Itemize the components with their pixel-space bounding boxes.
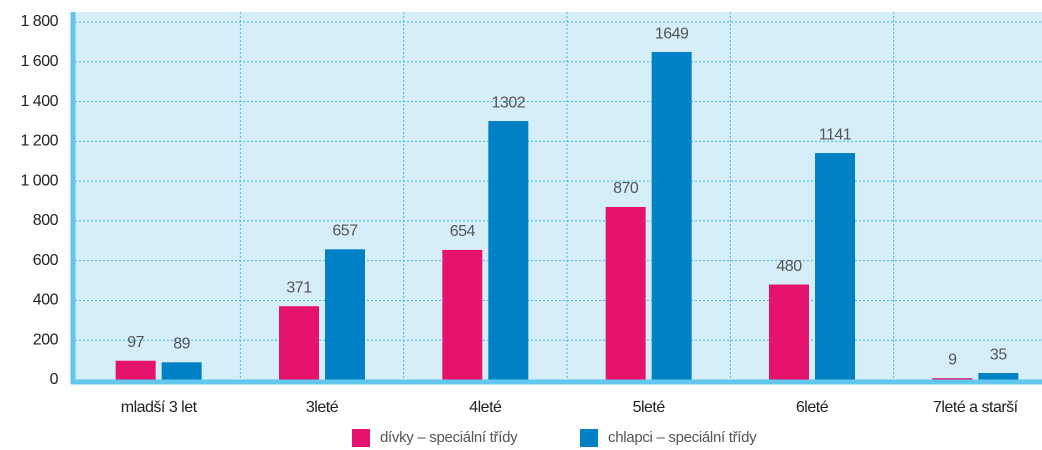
data-label: 1302: [492, 94, 526, 111]
legend-label: dívky – speciální třídy: [380, 429, 518, 446]
bar: [651, 52, 692, 380]
y-tick-label: 1 200: [20, 133, 58, 150]
legend-swatch: [352, 429, 370, 447]
bar: [932, 378, 973, 380]
data-label: 480: [776, 258, 802, 275]
plot-area: [75, 12, 1042, 381]
bar: [325, 249, 365, 380]
y-tick-label: 1 800: [20, 13, 58, 30]
y-tick-label: 600: [33, 252, 59, 269]
bar: [161, 362, 202, 380]
legend-label: chlapci – speciální třídy: [608, 429, 757, 446]
bar: [488, 121, 529, 381]
y-tick-label: 200: [33, 331, 59, 348]
data-label: 870: [613, 180, 639, 197]
data-label: 97: [127, 334, 144, 351]
data-label: 654: [450, 223, 476, 240]
bar: [115, 360, 156, 380]
data-label: 657: [332, 223, 358, 240]
data-label: 1649: [655, 25, 689, 42]
y-tick-label: 1 400: [20, 93, 58, 110]
x-tick-label: 6leté: [796, 399, 829, 416]
y-tick-label: 800: [33, 212, 59, 229]
x-tick-label: 7leté a starší: [933, 399, 1019, 416]
data-label: 89: [173, 336, 190, 353]
y-tick-label: 400: [33, 292, 59, 309]
data-label: 371: [286, 279, 312, 296]
legend-swatch: [580, 429, 598, 447]
x-tick-label: 3leté: [306, 399, 339, 416]
bar: [815, 153, 855, 380]
x-tick-label: 5leté: [633, 399, 666, 416]
bar: [978, 373, 1019, 380]
bar: [442, 249, 483, 380]
y-tick-label: 1 600: [20, 53, 58, 70]
y-tick-label: 0: [50, 371, 59, 388]
data-label: 1141: [819, 126, 852, 143]
bar: [279, 306, 319, 380]
x-tick-label: mladší 3 let: [121, 399, 198, 416]
x-tick-label: 4leté: [469, 399, 502, 416]
data-label: 35: [990, 346, 1007, 363]
y-tick-label: 1 000: [20, 172, 58, 189]
data-label: 9: [948, 351, 957, 368]
bar: [769, 284, 809, 380]
bar: [605, 206, 646, 380]
